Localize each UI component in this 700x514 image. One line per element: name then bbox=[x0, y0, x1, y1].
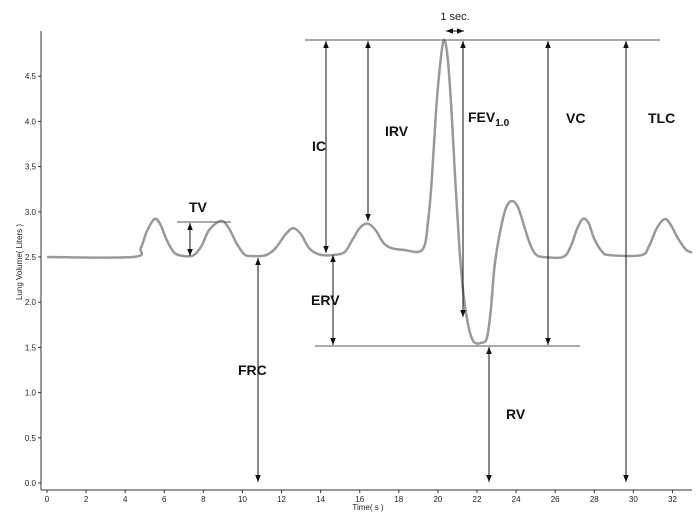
x-tick-label: 12 bbox=[277, 495, 286, 504]
y-tick-label: 4.5 bbox=[25, 72, 37, 81]
x-tick-label: 24 bbox=[512, 495, 521, 504]
y-tick-label: 2.0 bbox=[25, 298, 37, 307]
x-tick-label: 16 bbox=[355, 495, 364, 504]
annotation-text: IRV bbox=[385, 123, 409, 139]
annotation-text: TLC bbox=[648, 110, 675, 126]
y-tick-label: 1.0 bbox=[25, 389, 37, 398]
annotation: TV bbox=[189, 199, 208, 215]
x-tick-label: 32 bbox=[668, 495, 677, 504]
x-tick-label: 8 bbox=[201, 495, 206, 504]
annotation: IC bbox=[312, 138, 326, 154]
y-axis-label: Lung Volume( Liters ) bbox=[15, 224, 24, 300]
annotation: IRV bbox=[385, 123, 409, 139]
annotation-text: FEV bbox=[468, 109, 496, 125]
x-tick-label: 26 bbox=[551, 495, 560, 504]
x-axis-label: Time( s ) bbox=[352, 503, 384, 512]
y-tick-label: 4.0 bbox=[25, 117, 37, 126]
annotation-text: TV bbox=[189, 199, 208, 215]
x-tick-label: 4 bbox=[123, 495, 128, 504]
y-tick-label: 2.5 bbox=[25, 253, 37, 262]
annotation-text: RV bbox=[506, 406, 526, 422]
y-tick-label: 0.0 bbox=[25, 479, 37, 488]
annotation: FEV1.0 bbox=[468, 109, 510, 129]
x-tick-label: 6 bbox=[162, 495, 167, 504]
annotation-text: 1 sec. bbox=[440, 11, 469, 23]
x-tick-label: 10 bbox=[238, 495, 247, 504]
annotation: FRC bbox=[238, 362, 267, 378]
y-tick-label: 3.0 bbox=[25, 208, 37, 217]
x-tick-label: 22 bbox=[473, 495, 482, 504]
x-tick-label: 14 bbox=[316, 495, 325, 504]
annotation: TLC bbox=[648, 110, 675, 126]
annotation-subscript: 1.0 bbox=[495, 118, 509, 129]
x-tick-label: 30 bbox=[629, 495, 638, 504]
volume-curve bbox=[46, 38, 693, 345]
y-tick-label: 0.5 bbox=[25, 434, 37, 443]
y-tick-label: 1.5 bbox=[25, 343, 37, 352]
y-tick-label: 3.5 bbox=[25, 163, 37, 172]
annotation-text: IC bbox=[312, 138, 326, 154]
x-tick-label: 28 bbox=[590, 495, 599, 504]
annotation: ERV bbox=[311, 292, 340, 308]
annotation-text: FRC bbox=[238, 362, 267, 378]
annotation-text: ERV bbox=[311, 292, 340, 308]
x-tick-label: 18 bbox=[394, 495, 403, 504]
annotation: VC bbox=[566, 110, 585, 126]
x-tick-label: 0 bbox=[45, 495, 50, 504]
x-tick-label: 2 bbox=[84, 495, 89, 504]
annotation: RV bbox=[506, 406, 526, 422]
annotation: 1 sec. bbox=[440, 11, 469, 23]
annotation-text: VC bbox=[566, 110, 585, 126]
x-tick-label: 20 bbox=[433, 495, 442, 504]
